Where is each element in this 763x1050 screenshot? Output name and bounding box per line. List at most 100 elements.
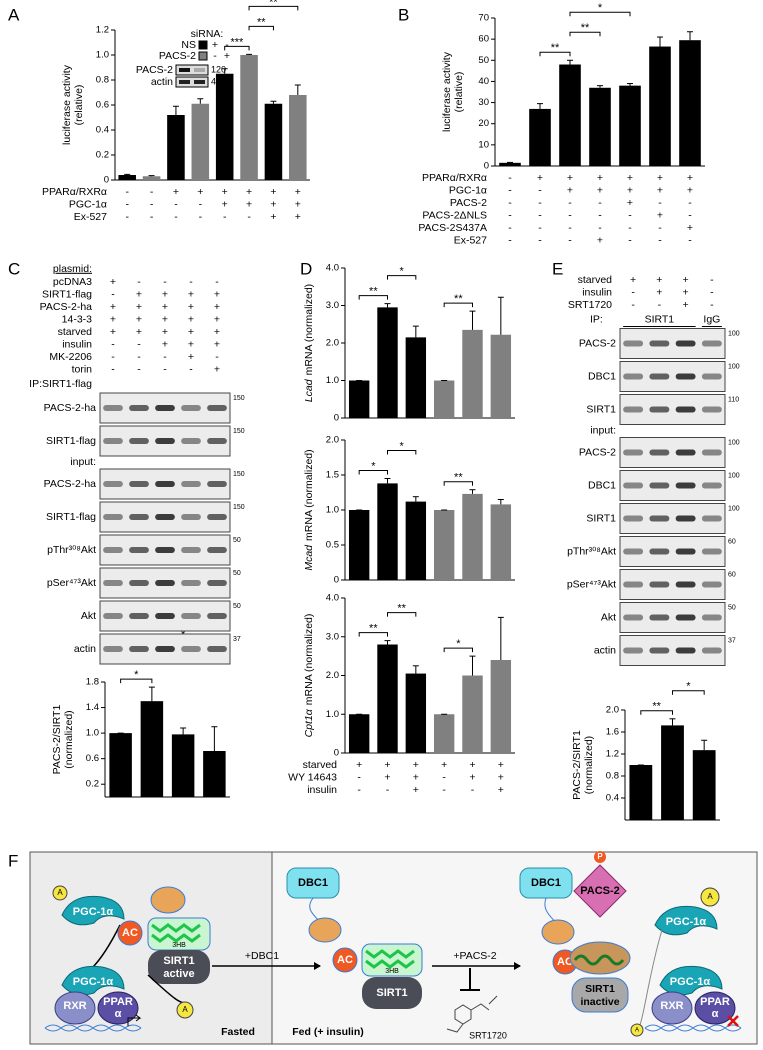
- significance-bracket: [443, 302, 473, 308]
- condition-sign: -: [247, 211, 251, 223]
- bar: [529, 108, 551, 166]
- ppar: [694, 991, 736, 1025]
- condition-label: insulin: [62, 338, 92, 350]
- blot-band: [155, 580, 175, 586]
- blot-band: [155, 547, 175, 553]
- mw-label: 100: [728, 363, 740, 370]
- pgc1a-label: PGC-1α: [670, 976, 711, 988]
- blot-band: [194, 68, 205, 72]
- blot-band: [181, 580, 201, 586]
- blot-band: [207, 481, 227, 487]
- y-tick-label: 0.4: [96, 125, 109, 136]
- significance-label: **: [269, 0, 278, 8]
- dna: [44, 1024, 142, 1032]
- y-axis-label: Cpt1α mRNA (normalized): [303, 614, 315, 738]
- ac-label: AC: [122, 927, 138, 939]
- bar: [171, 734, 195, 797]
- blot-label: PACS-2-ha: [44, 478, 96, 490]
- condition-sign: +: [384, 771, 390, 783]
- condition-sign: -: [215, 276, 219, 288]
- y-tick-label: 0: [334, 413, 339, 424]
- y-axis-label: luciferase activity: [441, 51, 453, 132]
- condition-sign: +: [222, 198, 228, 210]
- sirt1-label: SIRT1: [376, 987, 407, 999]
- panel-label: C: [8, 259, 20, 278]
- blot-band: [649, 449, 670, 456]
- acetyl: [700, 887, 720, 907]
- condition-sign: +: [197, 186, 203, 198]
- mw-label: 37: [233, 636, 241, 643]
- blot-band: [701, 614, 722, 621]
- y-axis-label: PACS-2/SIRT1: [51, 705, 63, 775]
- condition-sign: -: [710, 299, 714, 311]
- y-tick-label: 1.4: [86, 702, 99, 713]
- condition-sign: +: [469, 771, 475, 783]
- dbc1-label: DBC1: [298, 877, 328, 889]
- y-tick-label: 2.0: [326, 338, 339, 349]
- blot: [175, 76, 209, 88]
- condition-sign: -: [631, 299, 635, 311]
- sirt1-state: inactive: [580, 996, 619, 1008]
- condition-sign: -: [137, 351, 141, 363]
- bar: [215, 73, 234, 180]
- condition-sign: -: [163, 351, 167, 363]
- acetyl: [52, 885, 68, 901]
- bar: [462, 329, 483, 418]
- rxr: [651, 991, 693, 1025]
- significance-label: *: [456, 638, 461, 650]
- condition-sign: -: [508, 184, 512, 196]
- condition-sign: +: [597, 184, 603, 196]
- mw-label: 150: [233, 428, 245, 435]
- inset-sign: -: [225, 39, 229, 51]
- bar: [433, 380, 455, 418]
- condition-sign: -: [688, 234, 692, 246]
- pacs2-label: PACS-2: [580, 885, 620, 897]
- condition-sign: -: [442, 784, 446, 796]
- bar: [405, 673, 427, 753]
- blot-band: [701, 449, 722, 456]
- condition-label: PACS-2: [450, 197, 487, 209]
- condition-sign: +: [295, 186, 301, 198]
- blot-label: SIRT1-flag: [46, 435, 96, 447]
- helix: [573, 954, 625, 966]
- blot-band: [701, 340, 722, 347]
- blot-band: [103, 547, 123, 553]
- condition-sign: -: [125, 186, 129, 198]
- blot-band: [649, 647, 670, 654]
- blot-band: [675, 515, 696, 522]
- blot-band: [155, 481, 175, 487]
- condition-label: starved: [578, 274, 613, 286]
- y-axis-label: (relative): [73, 85, 85, 126]
- blot-band: [649, 340, 670, 347]
- input-label: input:: [590, 424, 616, 436]
- y-tick-label: 1.0: [326, 709, 339, 720]
- blot-label: actin: [74, 643, 96, 655]
- condition-header: plasmid:: [53, 263, 92, 275]
- bar: [433, 510, 455, 580]
- bar: [203, 751, 226, 797]
- sirt1-label: SIRT1: [585, 983, 615, 995]
- blot-band: [649, 482, 670, 489]
- condition-sign: +: [246, 186, 252, 198]
- inhibition: [460, 968, 480, 991]
- condition-sign: -: [137, 363, 141, 375]
- arrow: [639, 929, 663, 1026]
- blot-band: [701, 515, 722, 522]
- condition-sign: +: [656, 274, 662, 286]
- condition-sign: +: [188, 288, 194, 300]
- condition-sign: +: [627, 184, 633, 196]
- y-axis-label: PACS-2/SIRT1: [571, 730, 583, 800]
- blot-band: [701, 581, 722, 588]
- blot-label: PACS-2: [579, 337, 616, 349]
- condition-sign: +: [214, 313, 220, 325]
- condition-sign: -: [150, 186, 154, 198]
- blot-band: [103, 405, 123, 411]
- acetyl-label: A: [635, 1028, 639, 1034]
- blot-band: [675, 647, 696, 654]
- blot-label: PACS-2: [136, 64, 173, 76]
- ip-label: IP:: [590, 313, 603, 325]
- blot-band: [675, 373, 696, 380]
- condition-sign: +: [567, 172, 573, 184]
- blot-band: [181, 613, 201, 619]
